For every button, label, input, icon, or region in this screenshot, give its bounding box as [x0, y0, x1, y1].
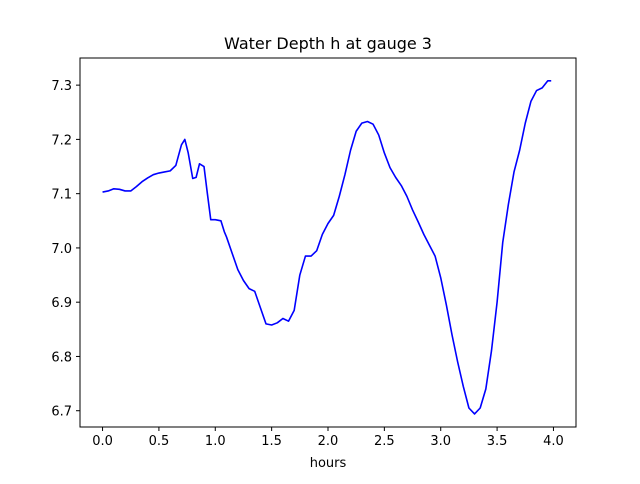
y-tick-label: 6.9 — [51, 296, 72, 311]
y-tick-label: 7.2 — [51, 133, 72, 148]
series-layer — [102, 79, 552, 415]
x-tick-label: 1.5 — [261, 434, 282, 449]
x-tick-label: 0.0 — [92, 434, 113, 449]
y-tick-label: 6.7 — [51, 405, 72, 420]
x-tick-label: 2.5 — [374, 434, 395, 449]
x-tick-label: 2.0 — [318, 434, 339, 449]
chart-title: Water Depth h at gauge 3 — [224, 34, 432, 53]
x-tick-label: 4.0 — [543, 434, 564, 449]
y-tick-label: 7.1 — [51, 188, 72, 203]
x-axis-label: hours — [310, 456, 347, 471]
y-axis: 6.7 6.8 6.9 7.0 7.1 7.2 7.3 — [51, 79, 80, 420]
x-tick-label: 1.0 — [205, 434, 226, 449]
x-tick-label: 0.5 — [149, 434, 170, 449]
x-axis: 0.0 0.5 1.0 1.5 2.0 2.5 3.0 3.5 4.0 — [92, 427, 564, 449]
x-tick-label: 3.5 — [487, 434, 508, 449]
y-tick-label: 7.3 — [51, 79, 72, 94]
y-tick-label: 6.8 — [51, 350, 72, 365]
y-tick-label: 7.0 — [51, 242, 72, 257]
series-line-0 — [102, 79, 552, 415]
x-tick-label: 3.0 — [430, 434, 451, 449]
